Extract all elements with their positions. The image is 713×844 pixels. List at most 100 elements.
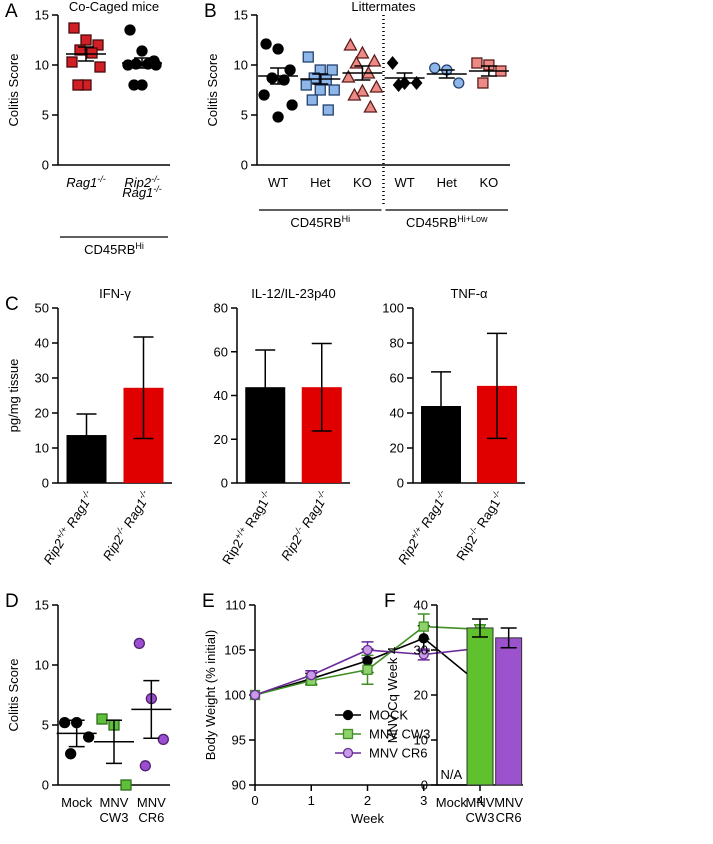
marker bbox=[308, 72, 320, 84]
x-tick-label: WT bbox=[268, 175, 288, 190]
y-axis-label: MNV Cq Week 4 bbox=[385, 647, 400, 744]
marker bbox=[284, 64, 296, 76]
marker bbox=[157, 733, 169, 746]
x-tick-label: Het bbox=[437, 175, 458, 190]
chart-title: Littermates bbox=[351, 0, 416, 14]
y-tick-label: 5 bbox=[42, 108, 49, 123]
marker bbox=[302, 51, 314, 63]
x-tick-label: KO bbox=[353, 175, 372, 190]
x-tick-label: Rip2-/- Rag1-/- bbox=[452, 488, 507, 563]
x-tick-label: KO bbox=[480, 175, 499, 190]
y-tick-label: 40 bbox=[35, 336, 49, 351]
error-bar bbox=[487, 332, 507, 440]
y-tick-label: 15 bbox=[234, 8, 248, 23]
panel-label: B bbox=[204, 1, 217, 22]
error-bar bbox=[106, 719, 122, 765]
label-text: KO bbox=[353, 175, 372, 190]
marker bbox=[362, 664, 373, 675]
x-axis-label: Week bbox=[351, 811, 384, 826]
error-bar bbox=[270, 67, 287, 85]
label-text: Rip2 bbox=[124, 175, 152, 190]
x-tick-label: Rip2+/+ Rag1-/- bbox=[218, 488, 276, 567]
marker bbox=[65, 748, 77, 760]
label-text: Rip2 bbox=[219, 536, 246, 567]
marker bbox=[94, 61, 106, 73]
y-tick-label: 10 bbox=[35, 441, 49, 456]
y-tick-label: 30 bbox=[414, 643, 428, 658]
marker bbox=[139, 760, 151, 772]
marker bbox=[96, 713, 108, 725]
y-axis-label: Colitis Score bbox=[205, 54, 220, 127]
y-tick-label: 10 bbox=[414, 733, 428, 748]
marker bbox=[341, 69, 356, 83]
panel-label: A bbox=[5, 1, 18, 22]
marker bbox=[66, 56, 78, 68]
y-tick-label: 0 bbox=[42, 158, 49, 173]
y-tick-label: 30 bbox=[35, 371, 49, 386]
y-tick-label: 90 bbox=[232, 778, 246, 793]
marker bbox=[367, 53, 382, 67]
y-tick-label: 60 bbox=[390, 371, 404, 386]
marker bbox=[453, 77, 465, 89]
label-text: MNV bbox=[137, 795, 166, 810]
error-bar bbox=[396, 72, 413, 84]
error-bar bbox=[311, 342, 332, 432]
x-tick-label: Rip2-/- Rag1-/- bbox=[277, 488, 332, 563]
marker bbox=[272, 43, 284, 55]
y-tick-label: 0 bbox=[421, 778, 428, 793]
marker bbox=[272, 111, 284, 123]
label-text: CR6 bbox=[138, 810, 164, 825]
panel-label: E bbox=[202, 591, 215, 612]
label-text: Rip2 bbox=[395, 536, 422, 567]
marker bbox=[122, 59, 134, 71]
label-text: CD45RB bbox=[290, 215, 341, 230]
y-tick-label: 95 bbox=[232, 733, 246, 748]
y-axis-label: Colitis Score bbox=[6, 54, 21, 127]
label-text: Rag1 bbox=[472, 496, 503, 533]
marker bbox=[133, 637, 145, 650]
legend-marker bbox=[342, 747, 354, 759]
bracket-label: CD45RBHi bbox=[84, 241, 144, 257]
marker bbox=[68, 22, 80, 34]
marker bbox=[92, 39, 104, 51]
x-tick-label: Rag1-/- bbox=[66, 174, 106, 190]
superscript: Hi+Low bbox=[457, 214, 488, 224]
y-tick-label: 0 bbox=[221, 476, 228, 491]
label-text: WT bbox=[268, 175, 288, 190]
error-bar bbox=[500, 627, 517, 649]
panel-label: F bbox=[384, 591, 396, 612]
marker bbox=[86, 47, 98, 59]
x-tick-label: MNV CR6 bbox=[494, 795, 523, 825]
y-tick-label: 110 bbox=[225, 598, 246, 613]
marker bbox=[328, 84, 340, 96]
y-tick-label: 100 bbox=[382, 301, 404, 316]
marker bbox=[278, 74, 290, 86]
marker bbox=[59, 716, 71, 729]
x-tick-label: Rip2-/- Rag1-/- bbox=[99, 488, 154, 563]
marker bbox=[74, 44, 86, 56]
chart-title: TNF-α bbox=[450, 286, 488, 301]
y-tick-label: 10 bbox=[35, 58, 49, 73]
marker bbox=[286, 99, 298, 111]
marker bbox=[363, 99, 378, 113]
label-text: Rip2 bbox=[40, 536, 67, 567]
y-tick-label: 15 bbox=[35, 598, 49, 613]
x-tick-label: Mock bbox=[436, 795, 468, 810]
marker bbox=[300, 79, 312, 91]
error-bar bbox=[255, 349, 276, 426]
x-tick-label: Het bbox=[310, 175, 331, 190]
chart-title: IL-12/IL-23p40 bbox=[251, 286, 336, 301]
legend-marker bbox=[342, 709, 354, 721]
y-tick-label: 5 bbox=[42, 718, 49, 733]
error-bar bbox=[312, 73, 329, 85]
label-text: CD45RB bbox=[84, 242, 135, 257]
error-bar bbox=[431, 371, 451, 441]
x-tick-label: WT bbox=[394, 175, 414, 190]
marker bbox=[320, 74, 332, 86]
label-text: WT bbox=[394, 175, 414, 190]
marker bbox=[471, 57, 483, 69]
panel-label: D bbox=[5, 591, 19, 612]
label-text: MNV bbox=[494, 795, 523, 810]
marker bbox=[418, 633, 429, 644]
